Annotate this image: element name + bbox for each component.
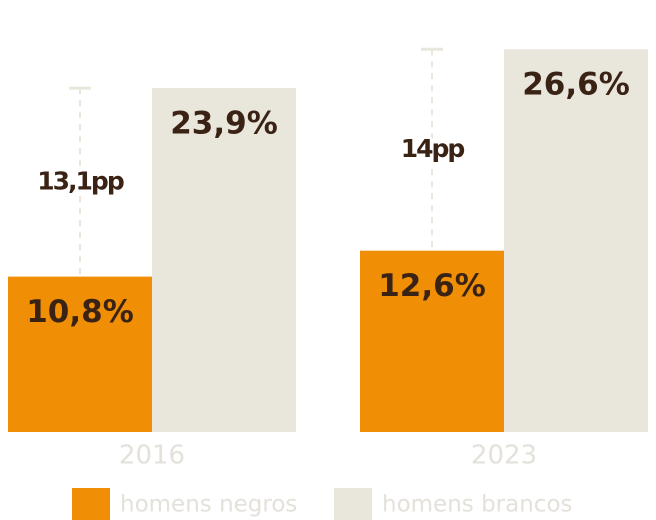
gap-label: 14pp: [401, 134, 465, 163]
legend-swatch: [72, 488, 110, 520]
legend-label: homens negros: [120, 492, 297, 518]
value-label: 23,9%: [170, 106, 278, 142]
bar: [152, 88, 296, 432]
legend-label: homens brancos: [382, 492, 573, 518]
x-tick-label: 2016: [119, 441, 185, 471]
gap-label: 13,1pp: [37, 166, 124, 195]
bar: [504, 49, 648, 432]
bar: [8, 276, 152, 432]
value-label: 12,6%: [378, 268, 486, 304]
bar: [360, 250, 504, 432]
x-tick-label: 2023: [471, 441, 537, 471]
value-label: 26,6%: [522, 67, 630, 103]
value-label: 10,8%: [26, 294, 134, 330]
legend-swatch: [334, 488, 372, 520]
